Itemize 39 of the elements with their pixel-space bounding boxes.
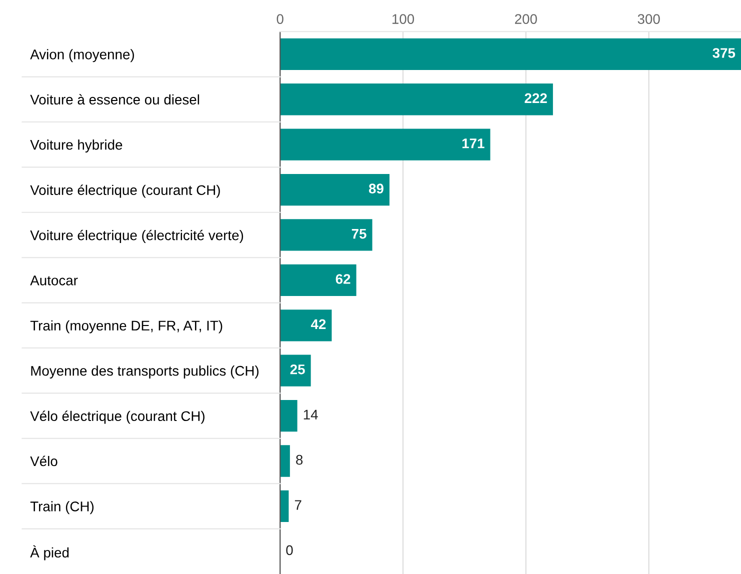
y-tick-label: Voiture électrique (électricité verte) [30,230,244,243]
bar [280,219,372,251]
data-label: 75 [352,229,366,239]
y-tick-label: À pied [30,545,69,560]
y-tick-label: Voiture à essence ou diesel [30,94,200,105]
bar [280,445,290,477]
x-tick-label: 100 [392,14,414,24]
y-tick-label: Train (CH) [30,501,94,514]
data-label: 8 [296,454,303,465]
data-label: 89 [368,184,384,194]
data-label: 375 [712,48,736,58]
bar [280,490,289,522]
x-tick-label: 300 [638,14,660,24]
y-tick-label: Moyenne des transports publics (CH) [31,366,258,379]
data-label: 62 [336,274,350,284]
bar [280,354,311,386]
y-tick-label: Voiture électrique (courant CH) [30,184,220,198]
bar [280,264,356,296]
y-tick-label: Avion (moyenne) [30,49,134,62]
bar [280,84,553,116]
bar [280,38,741,70]
data-label: 42 [310,319,326,329]
bar [280,128,490,160]
y-tick-label: Vélo [30,456,58,466]
data-label: 222 [524,93,547,103]
data-label: 25 [290,364,305,374]
y-tick-label: Autocar [30,276,78,286]
y-tick-label: Voiture hybride [30,140,122,152]
y-tick-label: Train (moyenne DE, FR, AT, IT) [30,320,222,334]
bar [280,400,298,432]
data-label: 7 [294,500,302,510]
data-label: 0 [286,545,293,556]
bar [280,174,390,206]
data-label: 171 [462,138,484,148]
y-tick-label: Vélo électrique (courant CH) [30,410,204,424]
data-label: 14 [304,410,318,420]
bar [280,310,332,342]
x-tick-label: 0 [276,14,284,24]
x-tick-label: 200 [515,14,537,24]
